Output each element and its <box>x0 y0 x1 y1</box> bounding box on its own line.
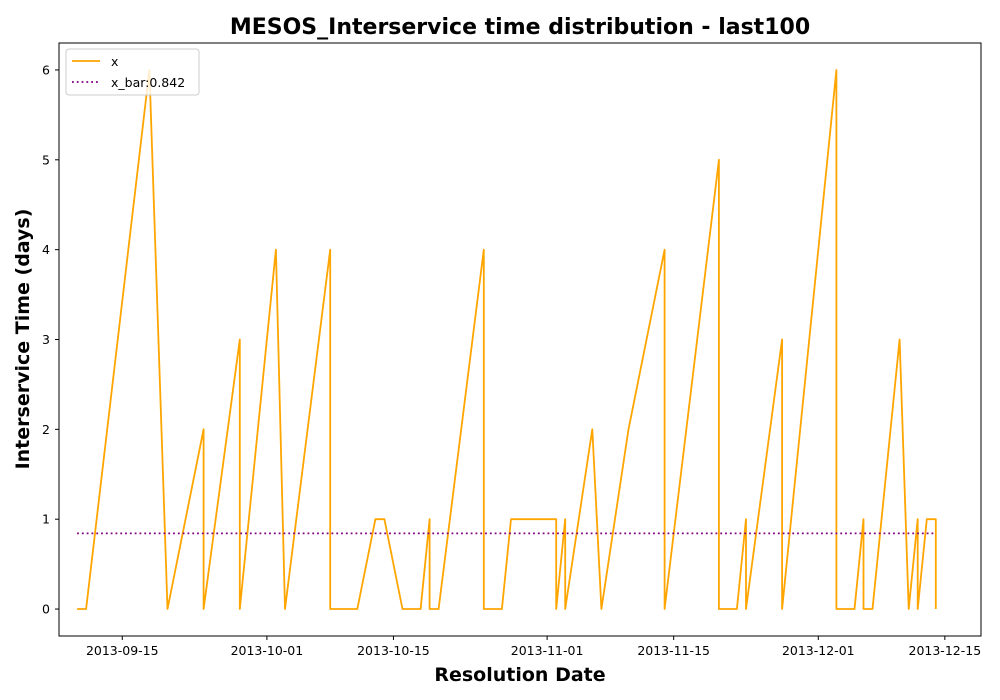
plot-lines <box>77 69 937 610</box>
x-tick-label: 2013-09-15 <box>86 643 159 658</box>
x-axis-label: Resolution Date <box>434 664 605 686</box>
x-tick-label: 2013-12-15 <box>909 643 982 658</box>
y-tick-label: 5 <box>42 152 50 167</box>
x-tick-label: 2013-12-01 <box>782 643 855 658</box>
y-tick-label: 6 <box>42 62 50 77</box>
x-tick-label: 2013-11-01 <box>511 643 584 658</box>
chart-title: MESOS_Interservice time distribution - l… <box>230 15 810 40</box>
y-axis-label: Interservice Time (days) <box>12 209 34 470</box>
y-tick-label: 1 <box>42 512 50 527</box>
series-x-line <box>77 69 937 610</box>
x-tick-label: 2013-10-01 <box>231 643 304 658</box>
legend-label-x: x <box>111 54 118 69</box>
legend-label-x-bar: x_bar:0.842 <box>111 75 185 90</box>
x-tick-label: 2013-10-15 <box>357 643 430 658</box>
x-axis: 2013-09-15 2013-10-01 2013-10-15 2013-11-01… <box>86 636 981 658</box>
y-tick-label: 0 <box>42 602 50 617</box>
y-tick-label: 3 <box>42 332 50 347</box>
plot-area-frame <box>58 42 982 637</box>
y-tick-label: 2 <box>42 422 50 437</box>
legend: x x_bar:0.842 <box>65 48 200 96</box>
y-axis: 0 1 2 3 4 5 6 <box>42 62 59 617</box>
y-tick-label: 4 <box>42 242 50 257</box>
x-tick-label: 2013-11-15 <box>637 643 710 658</box>
